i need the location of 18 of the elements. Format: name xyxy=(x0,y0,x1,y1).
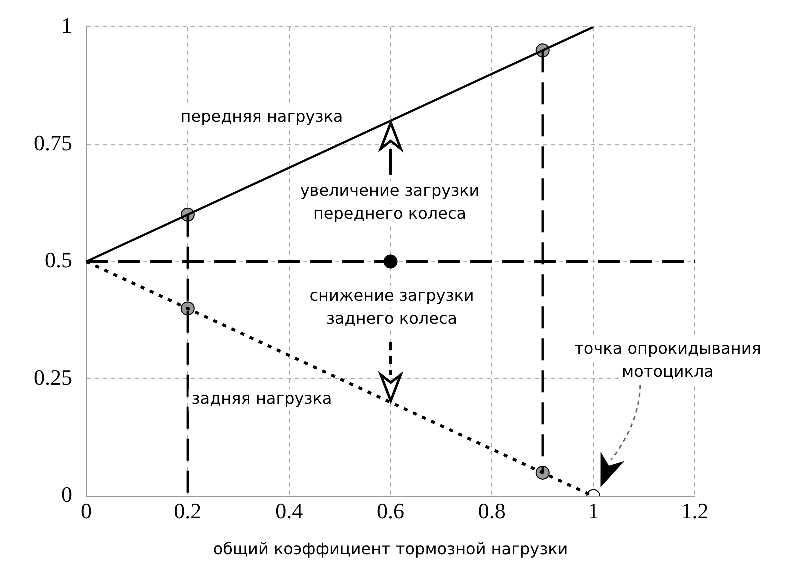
y-tick-label: 0.5 xyxy=(45,248,72,273)
x-tick-label: 0.4 xyxy=(276,498,304,524)
annotation: точка опрокидывания мотоцикла xyxy=(574,339,762,382)
annotation: передняя нагрузка xyxy=(180,107,344,126)
annotation: снижение загрузки заднего колеса xyxy=(310,286,474,328)
x-tick-label: 1 xyxy=(588,498,600,524)
y-tick-label: 0 xyxy=(62,482,72,508)
annotation: увеличение загрузки переднего колеса xyxy=(300,181,480,224)
y-tick-label: 1 xyxy=(62,12,72,38)
y-tick-label: 0.75 xyxy=(34,130,72,156)
x-tick-label: 0 xyxy=(81,498,92,524)
x-axis-title: общий коэффициент тормозной нагрузки xyxy=(213,540,568,559)
y-tick-label: 0.25 xyxy=(34,364,72,390)
x-tick-label: 0.6 xyxy=(377,498,404,524)
x-tick-label: 0.2 xyxy=(174,498,202,524)
x-tick-label: 1.2 xyxy=(681,498,709,524)
x-tick-label: 0.8 xyxy=(478,498,506,524)
annotation: задняя нагрузка xyxy=(192,389,332,408)
